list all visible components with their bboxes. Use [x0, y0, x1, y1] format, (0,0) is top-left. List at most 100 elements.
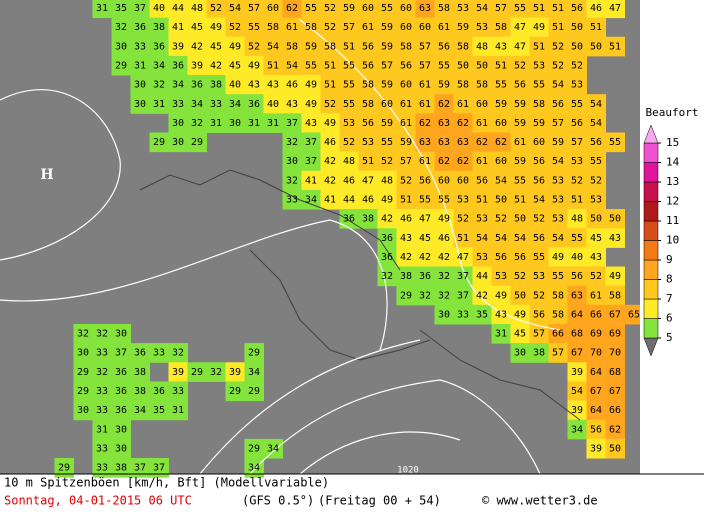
wind-value: 41	[324, 195, 336, 206]
wind-cell	[510, 132, 530, 153]
wind-value: 37	[305, 137, 317, 148]
wind-value: 63	[571, 290, 583, 301]
wind-cell	[225, 36, 245, 57]
wind-cell	[282, 170, 302, 191]
wind-value: 38	[400, 271, 412, 282]
isobar	[299, 431, 461, 475]
wind-cell	[320, 170, 340, 191]
wind-value: 58	[476, 80, 488, 91]
wind-cell	[624, 304, 644, 325]
wind-cell	[225, 362, 245, 382]
wind-cell	[434, 94, 454, 114]
wind-value: 56	[362, 60, 374, 71]
wind-value: 59	[400, 137, 412, 148]
legend-tick-label: 12	[666, 195, 679, 208]
wind-value: 48	[476, 41, 488, 52]
wind-cell	[339, 170, 359, 191]
wind-value: 32	[77, 329, 89, 340]
wind-value: 50	[609, 214, 621, 225]
wind-value: 61	[400, 99, 412, 110]
wind-cell	[263, 55, 283, 76]
wind-value: 42	[476, 290, 488, 301]
wind-value: 32	[153, 80, 165, 91]
wind-cell	[453, 113, 473, 133]
wind-value: 56	[533, 156, 545, 167]
isobars	[0, 19, 561, 475]
wind-value: 47	[514, 41, 526, 52]
legend-band	[643, 201, 659, 222]
wind-cell	[396, 75, 416, 95]
wind-cell	[282, 113, 302, 133]
wind-value: 68	[571, 329, 583, 340]
wind-cell	[548, 209, 568, 229]
wind-value: 29	[400, 290, 412, 301]
wind-cell	[130, 17, 150, 38]
wind-value: 42	[400, 252, 412, 263]
wind-cell	[529, 75, 549, 95]
wind-cell	[415, 55, 435, 76]
legend-title: Beaufort	[646, 106, 699, 119]
wind-cell	[149, 381, 169, 402]
wind-value: 62	[438, 99, 450, 110]
wind-cell	[586, 228, 606, 248]
wind-cell	[529, 247, 549, 268]
wind-value: 57	[495, 3, 507, 14]
wind-value: 52	[248, 41, 260, 52]
wind-value: 63	[438, 118, 450, 129]
wind-cell	[263, 0, 283, 19]
wind-value: 56	[533, 175, 545, 186]
wind-value: 56	[514, 80, 526, 91]
wind-cell	[567, 17, 587, 38]
wind-value: 61	[476, 118, 488, 129]
wind-cell	[377, 132, 397, 153]
wind-cell	[130, 458, 150, 478]
wind-value: 38	[134, 386, 146, 397]
wind-cell	[320, 55, 340, 76]
wind-value: 38	[362, 214, 374, 225]
wind-cell	[92, 343, 112, 363]
wind-value: 60	[476, 99, 488, 110]
wind-cell	[73, 400, 93, 421]
wind-cell	[396, 0, 416, 19]
wind-value: 56	[476, 175, 488, 186]
legend-band	[643, 240, 659, 261]
wind-cell	[168, 132, 188, 153]
wind-value: 51	[533, 3, 545, 14]
wind-value: 54	[476, 3, 488, 14]
wind-value: 31	[248, 118, 260, 129]
wind-cell	[168, 362, 188, 382]
wind-cell	[491, 228, 511, 248]
wind-cell	[472, 189, 492, 210]
wind-cell	[92, 323, 112, 344]
wind-value: 31	[267, 118, 279, 129]
wind-value: 54	[590, 99, 602, 110]
wind-cell	[605, 132, 625, 153]
wind-cell	[491, 189, 511, 210]
wind-value: 55	[381, 137, 393, 148]
wind-value: 29	[153, 137, 165, 148]
wind-cell	[510, 266, 530, 287]
wind-value: 54	[495, 175, 507, 186]
wind-cell	[605, 381, 625, 402]
wind-cell	[605, 304, 625, 325]
wind-value: 58	[457, 80, 469, 91]
wind-cell	[472, 228, 492, 248]
wind-value: 39	[571, 405, 583, 416]
wind-cell	[92, 362, 112, 382]
wind-value: 43	[609, 233, 621, 244]
wind-value: 69	[609, 329, 621, 340]
wind-value: 43	[400, 233, 412, 244]
wind-value: 35	[476, 309, 488, 320]
wind-value: 36	[248, 99, 260, 110]
wind-cell	[263, 113, 283, 133]
wind-value: 47	[609, 3, 621, 14]
wind-value: 33	[172, 99, 184, 110]
wind-cell	[225, 0, 245, 19]
wind-value: 42	[324, 175, 336, 186]
wind-value: 36	[115, 367, 127, 378]
wind-value: 52	[400, 175, 412, 186]
wind-cell	[339, 17, 359, 38]
wind-cell	[586, 151, 606, 172]
wind-value: 54	[552, 233, 564, 244]
wind-cell	[529, 228, 549, 248]
